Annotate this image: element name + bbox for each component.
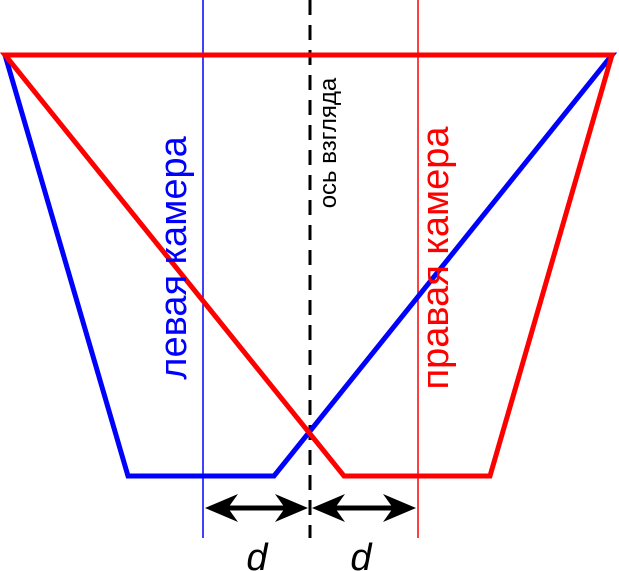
right-camera-frustum [0,52,616,479]
right-camera-label: правая камера [415,126,457,390]
offset-arrow-left [205,494,308,522]
offset-left-label: d [246,537,269,571]
view-axis-label: ось взгляда [315,77,342,208]
offset-arrow-right [312,494,416,522]
offset-right-label: d [350,537,373,571]
left-camera-label: левая камера [153,135,195,379]
